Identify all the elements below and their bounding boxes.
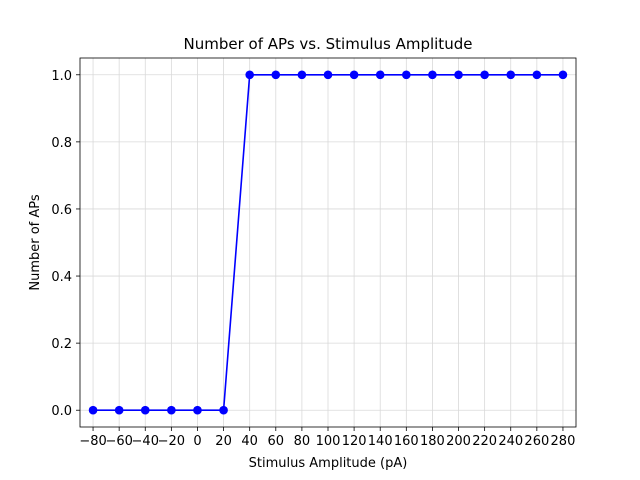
x-tick-label: 100: [316, 434, 341, 449]
chart-title: Number of APs vs. Stimulus Amplitude: [184, 35, 473, 53]
data-point: [480, 70, 489, 80]
data-point: [349, 70, 359, 80]
y-tick-label: 0.0: [51, 404, 72, 419]
data-point: [428, 70, 437, 80]
x-tick-label: 20: [215, 434, 232, 449]
x-tick-label: −40: [132, 434, 159, 449]
x-tick-label: −80: [79, 434, 106, 449]
data-point: [271, 70, 281, 80]
x-tick-label: −20: [158, 434, 185, 449]
x-tick-label: 120: [342, 434, 367, 449]
x-tick-label: 80: [294, 434, 311, 449]
x-tick-label: 160: [394, 434, 419, 449]
data-point: [532, 70, 542, 80]
x-tick-label: 40: [241, 434, 258, 449]
y-axis-label: Number of APs: [28, 194, 43, 291]
x-tick-label: 0: [193, 434, 201, 449]
data-point: [245, 70, 254, 80]
data-point: [402, 70, 411, 80]
data-point: [558, 70, 568, 80]
x-tick-label: 140: [368, 434, 393, 449]
data-point: [454, 70, 463, 80]
data-point: [297, 70, 307, 80]
x-tick-label: 220: [472, 434, 497, 449]
data-point: [88, 405, 98, 415]
y-tick-label: 0.6: [51, 203, 72, 218]
y-tick-label: 0.8: [51, 136, 72, 151]
x-tick-label: 240: [498, 434, 523, 449]
data-point: [193, 405, 202, 415]
data-point: [375, 70, 385, 80]
y-tick-label: 1.0: [51, 69, 72, 84]
ticks: −80−60−40−20 0 20 40 60 80 100 120 140 160 180 200 2…: [51, 69, 575, 449]
data-point: [219, 405, 228, 415]
x-tick-label: 60: [268, 434, 285, 449]
data-point: [506, 70, 516, 80]
data-point: [323, 70, 333, 80]
x-tick-label: −60: [105, 434, 132, 449]
x-tick-label: 280: [551, 434, 576, 449]
grid: [80, 58, 576, 427]
x-tick-label: 200: [446, 434, 471, 449]
data-point: [167, 405, 176, 415]
x-tick-label: 180: [420, 434, 445, 449]
data-point: [114, 405, 124, 415]
y-tick-label: 0.2: [51, 337, 72, 352]
x-axis-label: Stimulus Amplitude (pA): [249, 456, 408, 471]
x-tick-label: 260: [524, 434, 549, 449]
data-point: [140, 405, 150, 415]
y-tick-label: 0.4: [51, 270, 72, 285]
series-layer: [88, 70, 568, 415]
